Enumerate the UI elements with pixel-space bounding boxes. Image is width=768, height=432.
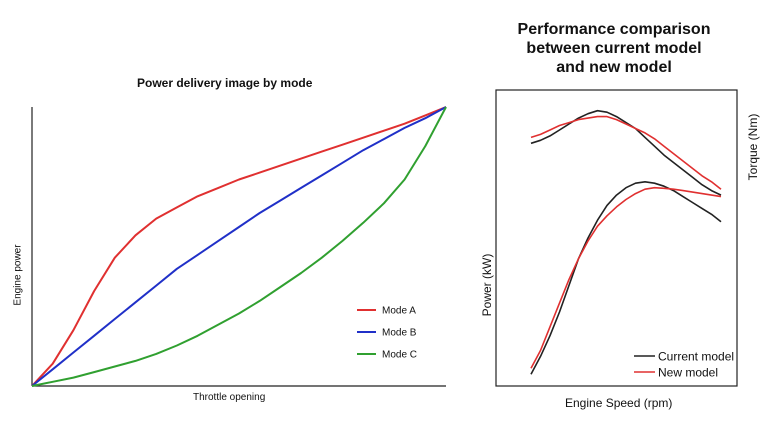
- left-series-line-1: [31, 106, 447, 387]
- left-series-line-2: [31, 106, 447, 387]
- right-legend-label-1: New model: [658, 366, 718, 380]
- left-x-axis-label: Throttle opening: [193, 392, 266, 403]
- right-plot-frame: [495, 89, 738, 387]
- right-power-line-1: [530, 186, 722, 369]
- left-series-line-0: [31, 106, 447, 387]
- left-legend-label-2: Mode C: [382, 350, 417, 361]
- left-chart-title: Power delivery image by mode: [137, 76, 313, 90]
- right-x-axis-label: Engine Speed (rpm): [565, 396, 673, 410]
- left-legend-label-0: Mode A: [382, 306, 416, 317]
- right-power-line-0: [530, 181, 722, 375]
- left-legend-label-1: Mode B: [382, 328, 417, 339]
- right-chart-title: Performance comparison between current m…: [517, 21, 711, 76]
- right-torque-line-1: [530, 115, 722, 190]
- right-torque-line-0: [530, 109, 722, 196]
- right-legend-label-0: Current model: [658, 350, 734, 364]
